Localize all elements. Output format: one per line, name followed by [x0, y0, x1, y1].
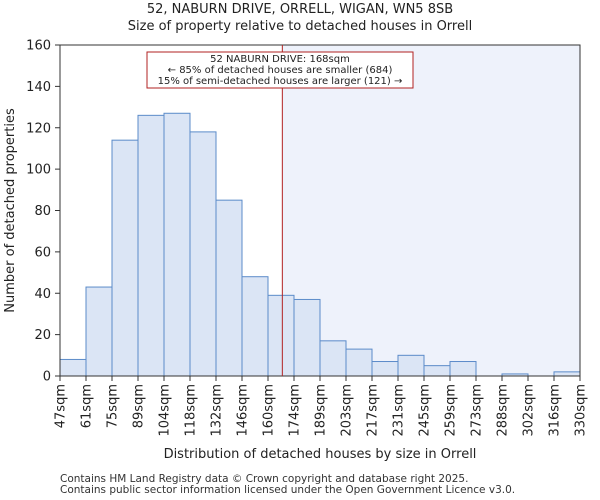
histogram-bar — [189, 131, 217, 377]
footer-copyright: Contains HM Land Registry data © Crown c… — [60, 473, 469, 485]
x-tick-label: 104sqm — [158, 384, 173, 437]
y-tick-label: 80 — [34, 204, 51, 219]
chart-subtitle: Size of property relative to detached ho… — [127, 19, 473, 34]
x-tick-label: 89sqm — [132, 384, 147, 428]
histogram-bar — [137, 114, 165, 377]
histogram-bar — [319, 340, 347, 377]
histogram-bar — [423, 365, 451, 377]
larger-properties-shade — [282, 45, 580, 376]
histogram-bar — [85, 286, 113, 377]
x-tick-label: 217sqm — [366, 384, 381, 437]
x-tick-label: 47sqm — [54, 384, 69, 428]
x-tick-label: 245sqm — [418, 384, 433, 437]
histogram-bar — [371, 361, 399, 377]
x-tick-label: 288sqm — [496, 384, 511, 437]
x-tick-label: 273sqm — [470, 384, 485, 437]
y-tick-label: 0 — [43, 370, 51, 385]
x-tick-label: 146sqm — [236, 384, 251, 437]
y-tick-label: 140 — [26, 80, 51, 95]
annotation-line-2: ← 85% of detached houses are smaller (68… — [168, 65, 393, 76]
x-tick-label: 316sqm — [548, 384, 563, 437]
histogram-bar — [59, 358, 87, 377]
histogram-bar — [241, 276, 269, 377]
histogram-bar — [163, 112, 191, 377]
histogram-bar — [449, 361, 477, 377]
histogram-bar — [215, 199, 243, 377]
y-tick-label: 40 — [34, 287, 51, 302]
chart-title-address: 52, NABURN DRIVE, ORRELL, WIGAN, WN5 8SB — [146, 2, 454, 17]
histogram-bar — [397, 354, 425, 377]
x-tick-label: 75sqm — [106, 384, 121, 428]
y-tick-label: 160 — [26, 39, 51, 54]
y-axis-label: Number of detached properties — [3, 108, 18, 313]
x-tick-label: 174sqm — [288, 384, 303, 437]
x-tick-label: 61sqm — [80, 384, 95, 428]
x-tick-label: 330sqm — [574, 384, 589, 437]
histogram-bar — [553, 371, 581, 377]
x-tick-label: 189sqm — [314, 384, 329, 437]
x-tick-label: 132sqm — [210, 384, 225, 437]
y-tick-label: 60 — [34, 245, 51, 260]
x-tick-label: 160sqm — [262, 384, 277, 437]
histogram-bar — [293, 298, 321, 377]
x-tick-label: 203sqm — [340, 384, 355, 437]
y-tick-label: 100 — [26, 163, 51, 178]
annotation-line-1: 52 NABURN DRIVE: 168sqm — [210, 54, 350, 65]
y-tick-label: 120 — [26, 121, 51, 136]
annotation-line-3: 15% of semi-detached houses are larger (… — [158, 76, 403, 87]
x-tick-label: 231sqm — [392, 384, 407, 437]
x-axis-label: Distribution of detached houses by size … — [164, 447, 477, 462]
histogram-bar — [111, 139, 139, 377]
annotation-box — [146, 51, 414, 89]
x-tick-label: 302sqm — [522, 384, 537, 437]
histogram-bar — [345, 348, 373, 377]
y-tick-label: 20 — [34, 328, 51, 343]
x-tick-label: 118sqm — [184, 384, 199, 437]
x-tick-label: 259sqm — [444, 384, 459, 437]
footer-licence: Contains public sector information licen… — [60, 484, 516, 496]
histogram-bar — [267, 294, 295, 377]
